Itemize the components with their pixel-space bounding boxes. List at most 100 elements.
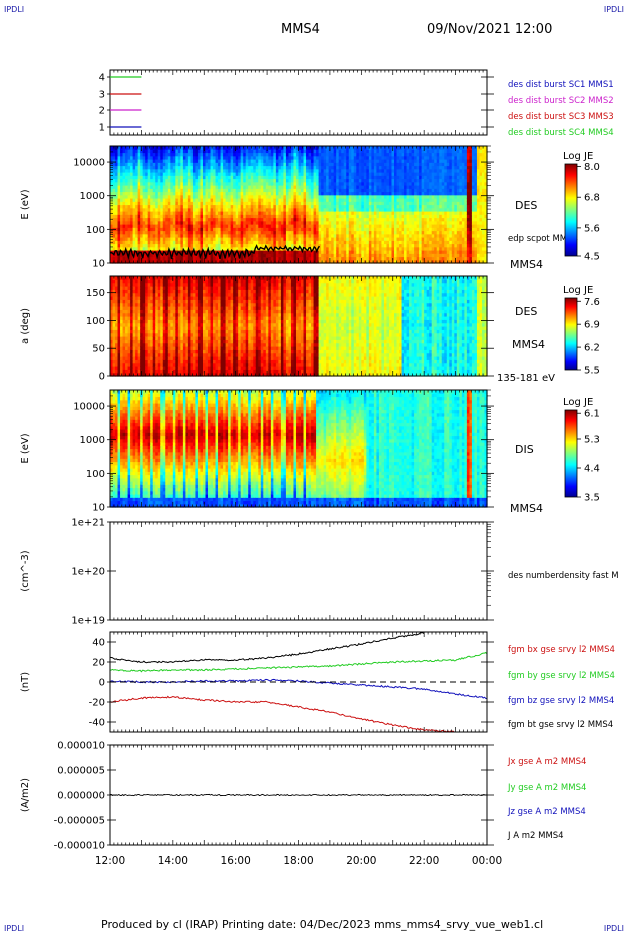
spectrogram-cell	[155, 162, 159, 167]
spectrogram-cell	[185, 149, 189, 154]
spectrogram-cell	[368, 172, 372, 176]
spectrogram-cell	[170, 259, 174, 264]
spectrogram-cell	[439, 194, 443, 199]
spectrogram-cell	[351, 165, 355, 170]
spectrogram-cell	[145, 243, 149, 248]
spectrogram-cell	[366, 224, 370, 228]
spectrogram-cell	[258, 243, 262, 248]
spectrogram-cell	[288, 162, 292, 167]
spectrogram-cell	[223, 224, 227, 228]
spectrogram-cell	[202, 168, 207, 173]
spectrogram-cell	[235, 146, 239, 150]
spectrogram-cell	[160, 207, 164, 212]
spectrogram-cell	[182, 172, 186, 176]
spectrogram-cell	[399, 243, 403, 248]
spectrogram-cell	[280, 178, 285, 183]
spectrogram-cell	[263, 185, 267, 189]
spectrogram-cell	[378, 250, 383, 254]
spectrogram-cell	[192, 181, 197, 186]
spectrogram-cell	[197, 246, 202, 251]
spectrogram-cell	[298, 194, 302, 199]
spectrogram-cell	[115, 152, 119, 157]
spectrogram-cell	[326, 230, 330, 235]
spectrogram-cell	[343, 194, 347, 199]
spectrogram-cell	[381, 243, 385, 248]
spectrogram-cell	[132, 243, 136, 248]
spectrogram-cell	[190, 168, 194, 173]
spectrogram-cell	[338, 172, 342, 176]
spectrogram-cell	[439, 214, 443, 219]
spectrogram-cell	[326, 250, 330, 254]
spectrogram-cell	[263, 165, 267, 170]
spectrogram-cell	[376, 162, 380, 167]
spectrogram-cell	[356, 155, 360, 160]
spectrogram-cell	[429, 149, 433, 154]
spectrogram-cell	[394, 253, 398, 258]
spectrogram-cell	[416, 198, 420, 202]
spectrogram-cell	[238, 204, 242, 209]
spectrogram-cell	[165, 256, 169, 261]
spectrogram-cell	[290, 233, 295, 238]
spectrogram-cell	[396, 204, 400, 209]
spectrogram-cell	[250, 149, 254, 154]
spectrogram-cell	[436, 211, 440, 215]
spectrogram-cell	[353, 227, 357, 232]
spectrogram-cell	[383, 149, 388, 154]
spectrogram-cell	[290, 217, 295, 222]
spectrogram-cell	[240, 256, 244, 261]
spectrogram-cell	[132, 214, 136, 219]
spectrogram-cell	[295, 233, 300, 238]
spectrogram-cell	[306, 214, 310, 219]
spectrogram-cell	[388, 233, 393, 238]
spectrogram-cell	[218, 175, 222, 180]
spectrogram-cell	[278, 250, 282, 254]
spectrogram-cell	[436, 246, 440, 251]
spectrogram-cell	[125, 149, 129, 154]
spectrogram-cell	[401, 224, 405, 228]
spectrogram-cell	[316, 155, 320, 160]
spectrogram-cell	[263, 237, 267, 241]
spectrogram-cell	[328, 240, 332, 245]
spectrogram-cell	[321, 250, 325, 254]
spectrogram-cell	[303, 204, 307, 209]
spectrogram-cell	[218, 246, 222, 251]
spectrogram-cell	[167, 207, 171, 212]
spectrogram-cell	[411, 256, 415, 261]
spectrogram-cell	[336, 217, 340, 222]
spectrogram-cell	[295, 204, 300, 209]
spectrogram-cell	[301, 207, 305, 212]
spectrogram-cell	[391, 181, 395, 186]
spectrogram-cell	[429, 214, 433, 219]
spectrogram-cell	[409, 259, 413, 264]
spectrogram-cell	[376, 220, 380, 225]
spectrogram-cell	[122, 155, 126, 160]
spectrogram-cell	[373, 240, 378, 245]
spectrogram-cell	[341, 159, 345, 163]
spectrogram-cell	[240, 243, 244, 248]
spectrogram-cell	[409, 159, 413, 163]
spectrogram-cell	[386, 217, 390, 222]
spectrogram-cell	[205, 178, 209, 183]
spectrogram-cell	[127, 152, 131, 157]
spectrogram-cell	[150, 191, 154, 196]
spectrogram-cell	[208, 185, 212, 189]
spectrogram-cell	[336, 220, 340, 225]
spectrogram-cell	[275, 201, 279, 206]
spectrogram-cell	[190, 165, 194, 170]
spectrogram-cell	[265, 224, 269, 228]
spectrogram-cell	[208, 146, 212, 150]
spectrogram-cell	[343, 162, 347, 167]
spectrogram-cell	[295, 165, 300, 170]
spectrogram-cell	[353, 220, 357, 225]
spectrogram-cell	[356, 230, 360, 235]
spectrogram-cell	[343, 152, 347, 157]
spectrogram-cell	[343, 175, 347, 180]
spectrogram-cell	[117, 243, 121, 248]
spectrogram-cell	[361, 204, 365, 209]
spectrogram-cell	[260, 224, 264, 228]
spectrogram-cell	[200, 233, 204, 238]
spectrogram-cell	[328, 155, 332, 160]
spectrogram-cell	[142, 207, 146, 212]
spectrogram-cell	[383, 181, 388, 186]
spectrogram-cell	[263, 220, 267, 225]
